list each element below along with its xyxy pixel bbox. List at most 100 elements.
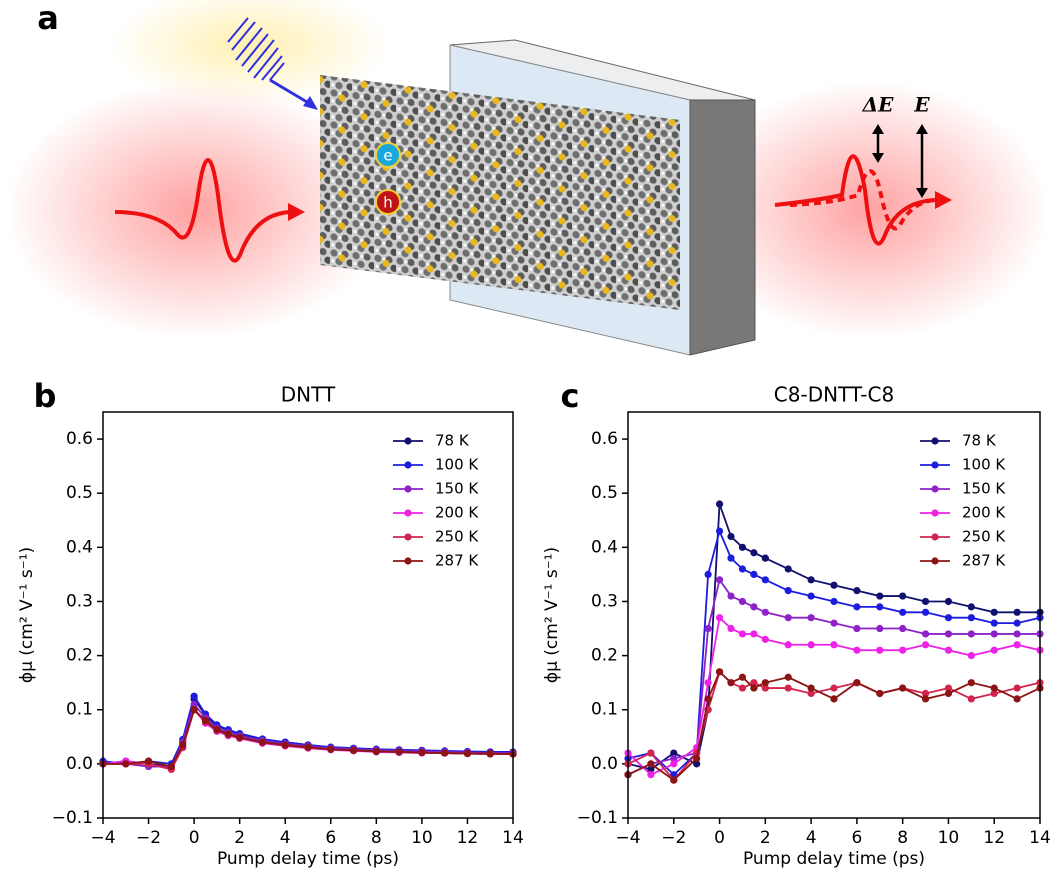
data-point (750, 570, 758, 579)
data-point (830, 619, 838, 627)
series-line (102, 693, 513, 765)
data-point (327, 745, 335, 753)
x-tick-label: 0 (189, 828, 200, 848)
data-point (647, 771, 655, 779)
y-tick-label: −0.1 (52, 808, 93, 828)
legend-marker (404, 509, 412, 517)
field-label: E (913, 93, 930, 117)
series-line (627, 577, 1040, 776)
data-point (944, 630, 953, 638)
x-tick-label: 2 (234, 828, 245, 848)
data-point (715, 500, 724, 508)
data-point (738, 565, 747, 573)
data-point (1013, 619, 1021, 627)
data-point (1013, 641, 1021, 649)
data-point (395, 748, 403, 756)
slab-side (689, 99, 756, 356)
chart-title: C8-DNTT-C8 (774, 383, 894, 407)
data-point (899, 646, 907, 654)
legend-marker (404, 485, 412, 493)
series-line (103, 702, 513, 768)
plot-frame (627, 411, 1041, 819)
data-point (1013, 608, 1021, 616)
data-point (727, 624, 735, 633)
data-point (921, 630, 930, 638)
data-point (647, 749, 655, 757)
delta-field-label: ΔE (862, 93, 895, 117)
data-point (921, 695, 930, 703)
panel-label: a (37, 0, 59, 37)
series-line (627, 528, 1041, 776)
data-point (213, 726, 221, 734)
y-tick-label: 0.0 (591, 754, 618, 774)
data-point (715, 576, 724, 584)
data-point (418, 748, 426, 757)
y-tick-label: 0.3 (66, 591, 93, 611)
data-point (201, 716, 210, 725)
data-point (899, 608, 907, 616)
x-tick-label: 10 (411, 828, 433, 848)
data-point (967, 614, 975, 622)
data-point (190, 706, 198, 714)
data-point (830, 695, 838, 703)
legend-marker (931, 533, 939, 541)
data-point (784, 641, 792, 649)
data-point (704, 679, 712, 687)
data-point (990, 630, 998, 638)
data-point (670, 771, 678, 779)
data-point (670, 749, 678, 757)
panel-label: c (561, 377, 580, 415)
data-point (830, 684, 838, 692)
legend-label: 200 K (962, 504, 1006, 522)
data-point (304, 743, 312, 751)
data-point (761, 554, 769, 562)
y-axis-label: ϕμ (cm² V⁻¹ s⁻¹) (17, 547, 37, 683)
legend-label: 200 K (435, 504, 479, 522)
x-tick-label: 8 (371, 828, 382, 848)
data-point (990, 619, 998, 627)
data-point (179, 741, 187, 749)
y-tick-label: 0.3 (591, 591, 618, 611)
thz-pulse-out (774, 154, 952, 246)
data-point (647, 760, 655, 768)
data-point (921, 608, 930, 616)
data-point (750, 684, 758, 692)
series-line (627, 670, 1041, 782)
data-point (463, 749, 472, 758)
data-point (830, 581, 838, 589)
x-tick-label: 12 (983, 828, 1005, 848)
y-tick-label: 0.4 (66, 537, 93, 557)
x-tick-label: 8 (897, 828, 908, 848)
data-point (944, 597, 953, 606)
data-point (236, 733, 244, 741)
chart-title: DNTT (281, 383, 336, 407)
data-point (441, 749, 449, 757)
y-tick-label: 0.6 (591, 429, 618, 449)
x-tick-label: 6 (325, 828, 336, 848)
data-point (738, 543, 747, 551)
data-point (224, 730, 232, 738)
data-point (967, 679, 975, 687)
diagram: e h ΔE E a (5, 0, 1050, 356)
data-point (784, 565, 792, 573)
x-tick-label: −4 (90, 828, 115, 848)
legend-marker (931, 485, 939, 493)
series-line (627, 503, 1040, 771)
plot-frame (102, 411, 514, 819)
y-tick-label: 0.5 (591, 483, 618, 503)
y-tick-label: 0.6 (66, 429, 93, 449)
data-point (990, 646, 998, 654)
data-point (807, 689, 815, 698)
x-tick-label: 14 (502, 828, 524, 848)
data-point (738, 684, 747, 692)
legend-marker (404, 533, 412, 541)
data-point (144, 757, 153, 765)
glow (690, 80, 1050, 340)
y-tick-label: 0.1 (66, 700, 93, 720)
data-point (830, 641, 838, 649)
data-point (853, 679, 861, 687)
y-tick-label: 0.2 (66, 646, 93, 666)
y-tick-label: 0.0 (66, 754, 93, 774)
